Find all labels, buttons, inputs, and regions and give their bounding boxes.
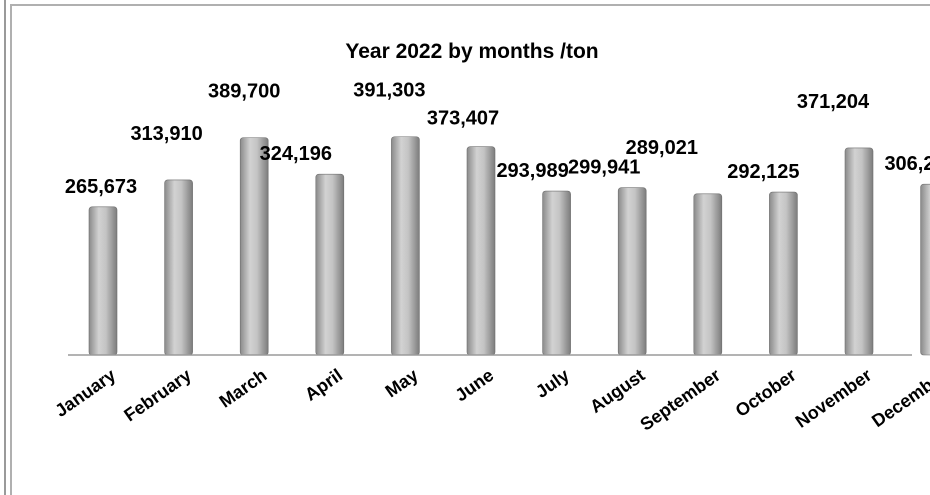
x-tick-label-april: April (301, 365, 346, 405)
value-label-october: 292,125 (727, 161, 799, 183)
x-tick-label-june: June (451, 365, 497, 405)
bar-september (693, 193, 723, 356)
bar-april (315, 173, 345, 356)
bar-may (391, 136, 420, 356)
frame-border-top (10, 4, 930, 6)
bar-november (844, 147, 874, 356)
value-label-may: 391,303 (353, 80, 425, 102)
value-label-august: 299,941 (568, 157, 640, 179)
x-tick-label-august: August (586, 365, 648, 417)
bar-february (164, 179, 193, 356)
x-tick-label-march: March (216, 365, 271, 412)
value-label-june: 373,407 (427, 108, 499, 130)
bar-august (617, 187, 647, 356)
value-labels-group: 265,673 313,910 389,700 324,196 391,303373,4… (65, 80, 930, 198)
x-tick-label-november: November (792, 365, 876, 432)
x-tick-label-july: July (532, 365, 573, 402)
bar-june (466, 146, 496, 356)
x-tick-label-january: January (51, 365, 119, 421)
value-label-november: 371,204 (797, 91, 870, 113)
frame-border-left-outer (4, 0, 6, 495)
value-label-february: 313,910 (130, 123, 202, 145)
bars-group (88, 136, 930, 356)
x-tick-label-may: May (382, 365, 422, 401)
bar-december (920, 183, 930, 356)
value-label-march: 389,700 (208, 81, 280, 103)
x-tick-label-december: December (868, 365, 930, 431)
value-label-september: 289,021 (626, 137, 698, 159)
value-label-january: 265,673 (65, 176, 137, 198)
frame-border-left-inner (10, 4, 12, 495)
bar-october (769, 191, 798, 356)
x-tick-label-september: September (636, 365, 724, 435)
bar-january (88, 206, 118, 356)
value-label-december: 306,241 (884, 153, 930, 175)
value-label-april: 324,196 (260, 143, 332, 165)
chart-title: Year 2022 by months /ton (345, 40, 598, 63)
bar-july (542, 190, 571, 356)
value-label-july: 293,989 (496, 160, 568, 182)
x-tick-label-october: October (732, 365, 800, 421)
x-tick-labels-group: January February March April May June July Augu… (51, 365, 930, 435)
x-tick-label-february: February (120, 365, 195, 426)
bar-march (239, 137, 269, 356)
